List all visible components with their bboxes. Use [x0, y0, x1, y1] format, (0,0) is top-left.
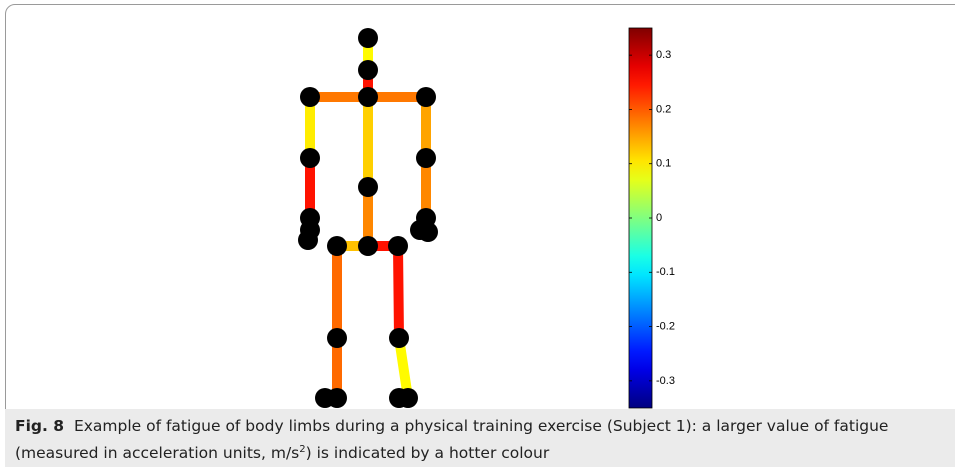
joint	[300, 87, 320, 107]
joint	[416, 87, 436, 107]
joint	[358, 177, 378, 197]
joint	[300, 148, 320, 168]
tick-label: -0.3	[656, 375, 675, 387]
tick-label: 0.3	[656, 49, 671, 61]
joint	[327, 328, 347, 348]
joint	[388, 236, 408, 256]
page: 0.3 0.2 0.1 0 -0.1 -0.2 -0.3 Fig. 8 Example of…	[0, 0, 955, 475]
tick-label: -0.2	[656, 320, 675, 332]
tick-label: 0.1	[656, 158, 671, 170]
caption: Fig. 8 Example of fatigue of body limbs …	[5, 409, 955, 467]
joint	[389, 388, 409, 408]
joint	[298, 230, 318, 250]
joint	[358, 60, 378, 80]
caption-label: Fig. 8	[15, 417, 64, 435]
joint	[327, 236, 347, 256]
joint	[358, 87, 378, 107]
limb	[398, 246, 399, 338]
joint	[358, 236, 378, 256]
joint	[358, 28, 378, 48]
caption-text: ) is indicated by a hotter colour	[306, 444, 550, 462]
tick-label: -0.1	[656, 266, 675, 278]
tick-label: 0.2	[656, 103, 671, 115]
joint	[315, 388, 335, 408]
joint	[418, 222, 438, 242]
tick-label: 0	[656, 212, 662, 224]
joint	[389, 328, 409, 348]
joint	[416, 148, 436, 168]
colorbar	[629, 28, 652, 408]
figure: 0.3 0.2 0.1 0 -0.1 -0.2 -0.3	[0, 0, 955, 410]
